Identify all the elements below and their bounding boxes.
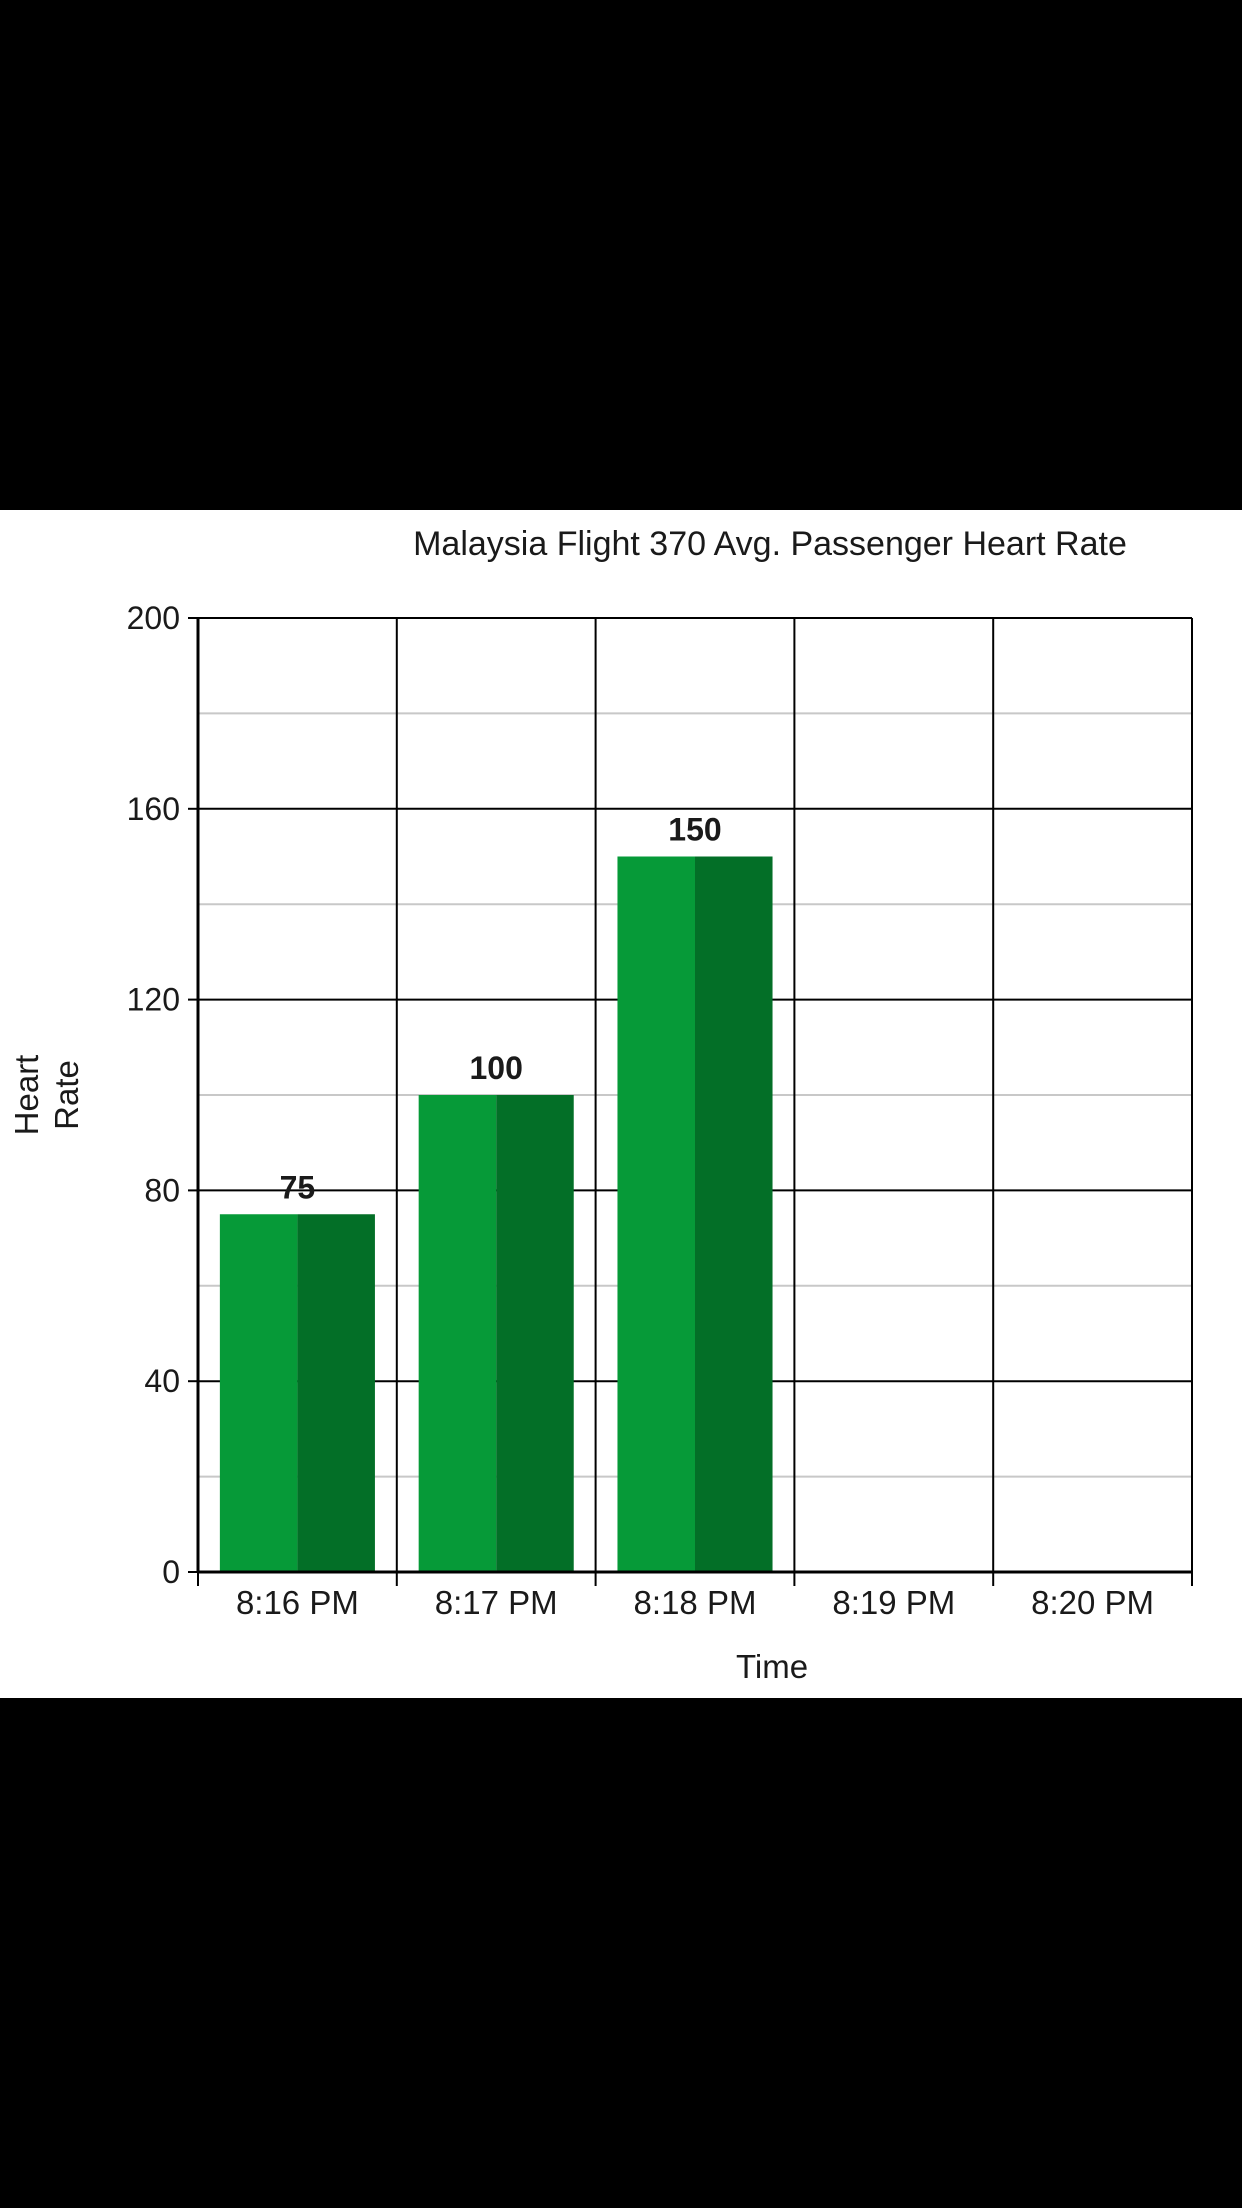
y-tick-label: 0 [162,1554,180,1590]
y-tick-label: 160 [127,791,180,827]
bar-3-left [617,856,695,1572]
y-tick-label: 80 [144,1172,180,1208]
bar-chart: 75 100 150 0 40 80 120 160 200 8:16 PM 8:17 PM 8:1… [8,525,1193,1685]
x-tick-label: 8:20 PM [1031,1584,1154,1621]
axis-layer: 0 40 80 120 160 200 8:16 PM 8:17 PM 8:18 PM 8:19 … [127,600,1193,1621]
x-tick-label: 8:19 PM [832,1584,955,1621]
x-tick-label: 8:18 PM [634,1584,757,1621]
bar-1-left [219,1214,298,1572]
bar-3-right [695,856,773,1572]
y-axis-label-line-1: Heart [8,1055,45,1136]
data-label: 150 [668,812,721,848]
bar-layer: 75 100 150 [219,812,773,1572]
bar-2-right [496,1095,574,1572]
y-tick-label: 40 [144,1363,180,1399]
bar-1-right [297,1214,375,1572]
y-tick-label: 120 [127,982,180,1018]
y-axis-label: Heart Rate [8,1055,85,1136]
x-tick-label: 8:16 PM [236,1584,359,1621]
x-tick-label: 8:17 PM [435,1584,558,1621]
chart-panel: 75 100 150 0 40 80 120 160 200 8:16 PM 8:17 PM 8:1… [0,510,1242,1698]
y-tick-label: 200 [127,600,180,636]
data-label: 100 [470,1050,523,1086]
chart-title: Malaysia Flight 370 Avg. Passenger Heart… [413,525,1127,563]
bar-2-left [418,1095,497,1572]
data-label: 75 [280,1169,316,1205]
y-axis-label-line-2: Rate [48,1060,85,1130]
x-axis-label: Time [736,1648,808,1685]
